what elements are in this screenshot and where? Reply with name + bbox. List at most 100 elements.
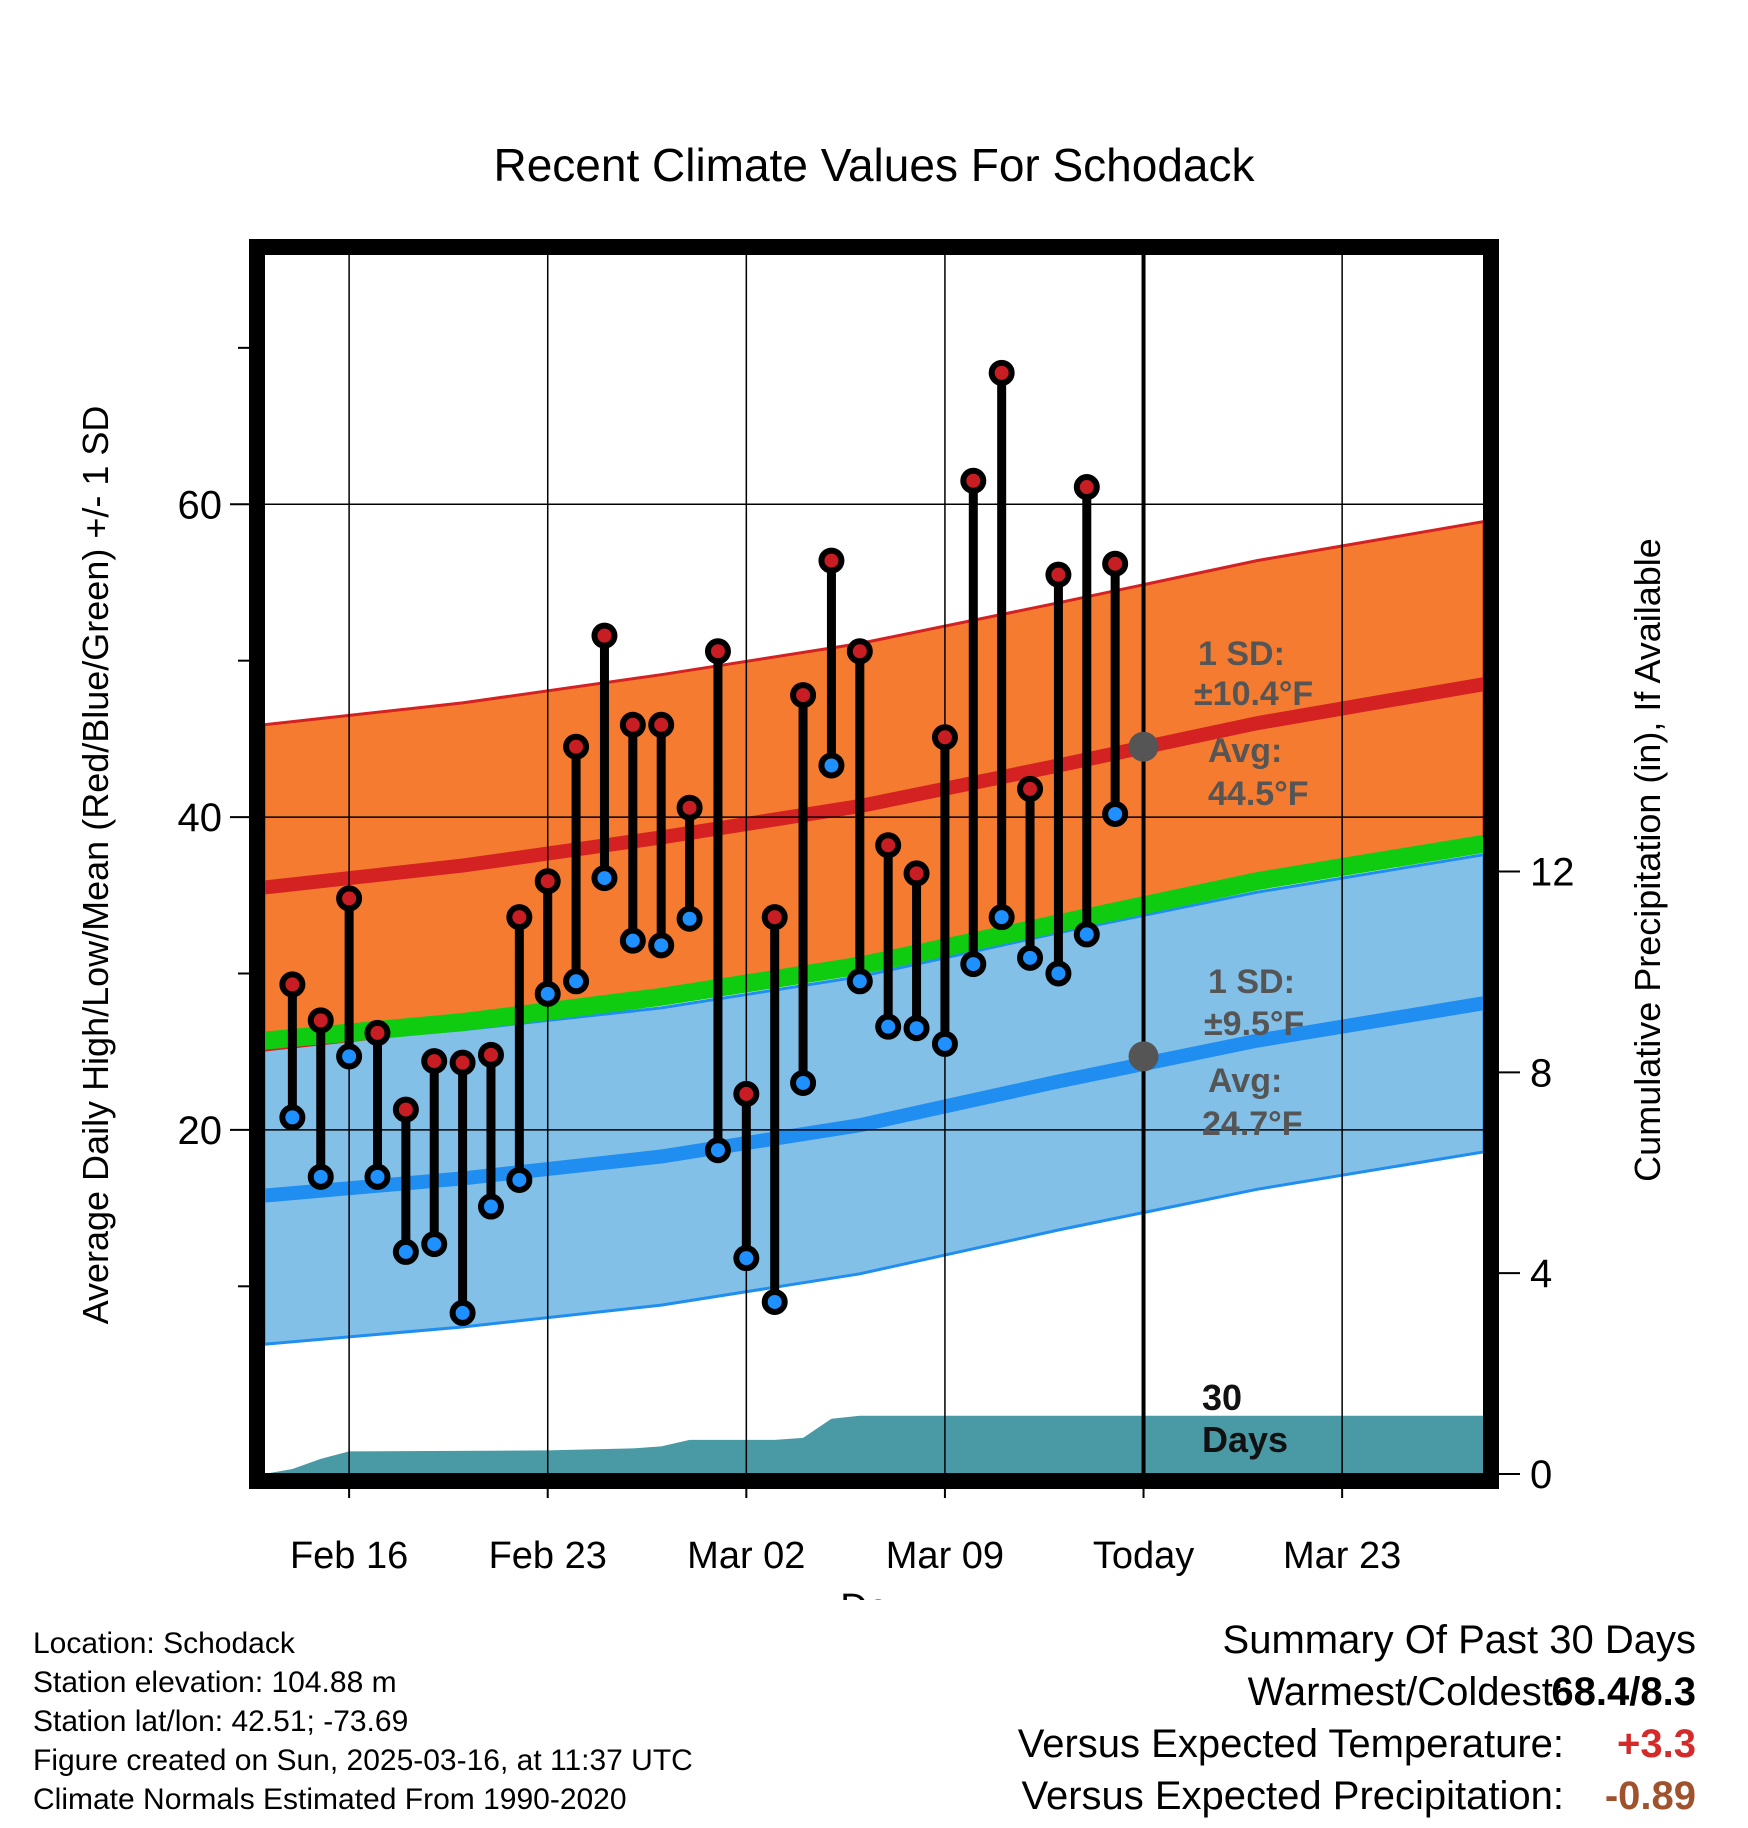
precip-label-text: Versus Expected Precipitation:: [1021, 1774, 1564, 1818]
daily-high-point: [279, 971, 306, 998]
high-sd-value: ±10.4°F: [1194, 675, 1313, 713]
daily-high-point: [336, 885, 363, 912]
y-right-tick-label: 8: [1530, 1051, 1552, 1095]
daily-high-point: [619, 711, 646, 738]
daily-high-point: [1045, 561, 1072, 588]
daily-high-point: [846, 638, 873, 665]
daily-low-point: [761, 1288, 788, 1315]
info-location: Location: Schodack: [33, 1627, 295, 1660]
high-avg-today-marker: [1128, 731, 1159, 762]
daily-low-point: [534, 980, 561, 1007]
daily-high-point: [392, 1096, 419, 1123]
daily-low-point: [1045, 960, 1072, 987]
daily-high-point: [988, 359, 1015, 386]
x-tick-label: Mar 02: [687, 1535, 805, 1577]
daily-low-point: [648, 932, 675, 959]
precip-value: -0.89: [1604, 1774, 1696, 1818]
summary-panel: Summary Of Past 30 Days Warmest/Coldest:…: [796, 1614, 1696, 1822]
daily-high-point: [534, 868, 561, 895]
y-right-tick-label: 0: [1530, 1453, 1552, 1497]
daily-low-point: [563, 968, 590, 995]
right-axis-label: Cumulative Precipitation (in), If Availa…: [1627, 538, 1668, 1182]
info-normals: Climate Normals Estimated From 1990-2020: [33, 1783, 627, 1816]
precip-label: 30 Days: [1202, 1377, 1288, 1460]
daily-low-point: [421, 1231, 448, 1258]
daily-high-point: [648, 711, 675, 738]
daily-high-point: [449, 1049, 476, 1076]
daily-high-point: [818, 547, 845, 574]
daily-low-point: [449, 1299, 476, 1326]
info-created: Figure created on Sun, 2025-03-16, at 11…: [33, 1744, 693, 1777]
low-sd-band: [264, 853, 1484, 1346]
daily-high-point: [364, 1019, 391, 1046]
low-sd-label: 1 SD:: [1208, 963, 1295, 1001]
high-avg-label: Avg:: [1208, 732, 1282, 770]
summary-row-warmest: Warmest/Coldest: 68.4/8.3: [796, 1666, 1696, 1718]
daily-high-point: [1017, 775, 1044, 802]
daily-high-point: [477, 1041, 504, 1068]
daily-low-point: [733, 1245, 760, 1272]
low-avg-today-marker: [1128, 1041, 1159, 1072]
low-avg-label: Avg:: [1208, 1062, 1282, 1100]
daily-high-point: [506, 904, 533, 931]
plot-frame: [249, 239, 1499, 1489]
x-tick-label: Mar 23: [1283, 1535, 1401, 1577]
summary-title: Summary Of Past 30 Days: [1222, 1618, 1696, 1662]
daily-high-point: [790, 682, 817, 709]
station-info: Location: Schodack Station elevation: 10…: [33, 1624, 693, 1819]
warmest-value: 68.4/8.3: [1551, 1670, 1696, 1714]
daily-low-point: [903, 1015, 930, 1042]
daily-low-point: [818, 752, 845, 779]
daily-low-point: [704, 1137, 731, 1164]
daily-high-point: [421, 1048, 448, 1075]
daily-high-point: [307, 1007, 334, 1034]
daily-high-point: [875, 832, 902, 859]
y-left-tick-label: 40: [178, 796, 223, 840]
x-axis-label: Day: [840, 1587, 908, 1600]
high-sd-label: 1 SD:: [1198, 635, 1285, 673]
daily-low-point: [931, 1030, 958, 1057]
precip-label-line2: Days: [1202, 1419, 1288, 1460]
daily-low-point: [676, 905, 703, 932]
summary-row-precip: Versus Expected Precipitation: -0.89: [796, 1770, 1696, 1822]
temp-label: Versus Expected Temperature:: [1017, 1722, 1564, 1766]
precip-label-line1: 30: [1202, 1377, 1242, 1418]
daily-low-point: [1102, 800, 1129, 827]
daily-high-point: [563, 733, 590, 760]
daily-high-point: [1102, 550, 1129, 577]
daily-low-point: [591, 865, 618, 892]
daily-high-point: [704, 638, 731, 665]
x-tick-label: Mar 09: [886, 1535, 1004, 1577]
climate-chart: Recent Climate Values For Schodack Feb 1…: [75, 139, 1668, 1600]
annotation-low: 1 SD: ±9.5°F Avg: 24.7°F: [1202, 963, 1304, 1143]
daily-high-point: [903, 860, 930, 887]
daily-high-point: [761, 904, 788, 931]
daily-low-point: [1017, 944, 1044, 971]
daily-low-point: [988, 904, 1015, 931]
daily-low-point: [960, 951, 987, 978]
x-tick-label: Today: [1093, 1535, 1194, 1577]
warmest-label: Warmest/Coldest:: [1247, 1670, 1564, 1714]
info-elevation: Station elevation: 104.88 m: [33, 1666, 397, 1699]
daily-low-point: [506, 1166, 533, 1193]
daily-low-point: [846, 968, 873, 995]
daily-low-point: [279, 1104, 306, 1131]
high-avg-value: 44.5°F: [1208, 775, 1309, 813]
daily-low-point: [875, 1013, 902, 1040]
daily-high-point: [1073, 474, 1100, 501]
daily-low-point: [392, 1238, 419, 1265]
daily-low-point: [1073, 921, 1100, 948]
daily-high-point: [960, 467, 987, 494]
daily-low-point: [477, 1193, 504, 1220]
y-right-tick-label: 12: [1530, 851, 1575, 895]
precip-area: [264, 1415, 1484, 1474]
y-left-tick-label: 60: [178, 483, 223, 527]
temp-value: +3.3: [1617, 1722, 1696, 1766]
chart-title: Recent Climate Values For Schodack: [493, 139, 1255, 191]
y-left-tick-label: 20: [178, 1109, 223, 1153]
daily-low-point: [336, 1043, 363, 1070]
x-tick-label: Feb 23: [489, 1535, 607, 1577]
daily-low-point: [364, 1163, 391, 1190]
summary-row-temp: Versus Expected Temperature: +3.3: [796, 1718, 1696, 1770]
y-right-tick-label: 4: [1530, 1252, 1552, 1296]
